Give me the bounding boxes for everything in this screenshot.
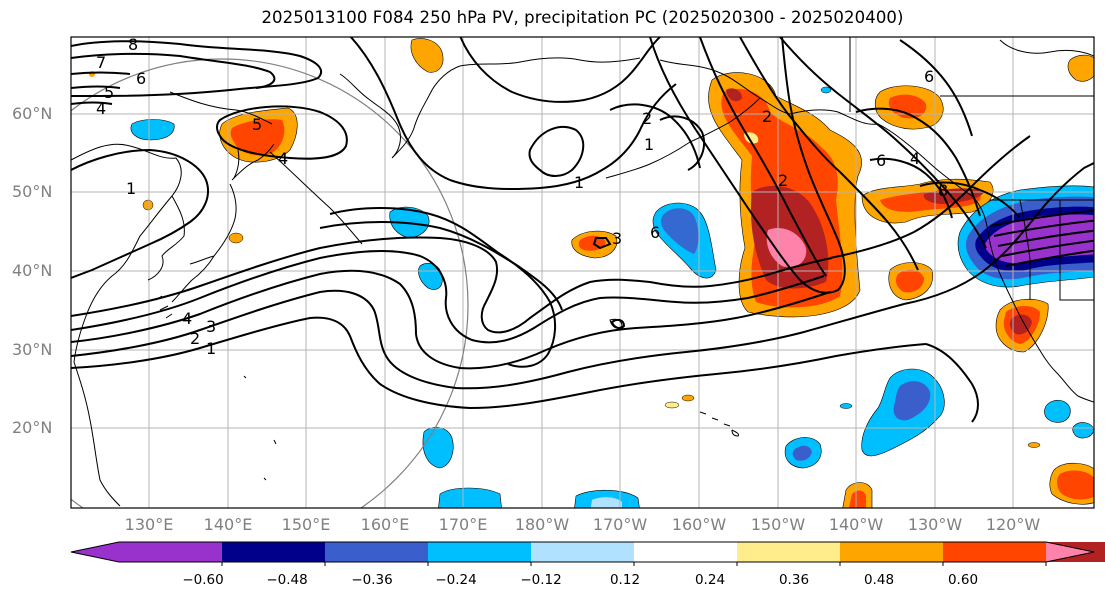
lat-label: 30°N (12, 340, 53, 359)
contour-label: 6 (876, 151, 886, 170)
map-title: 2025013100 F084 250 hPa PV, precipitatio… (261, 8, 904, 27)
colorbar-tick-label: −0.60 (182, 572, 224, 588)
colorbar-segment (1046, 542, 1094, 562)
lon-label: 130°W (907, 515, 963, 534)
contour-label: 3 (612, 229, 622, 248)
colorbar-tick-label: 0.60 (947, 572, 979, 588)
contour-label: 6 (650, 223, 660, 242)
lon-label: 120°W (985, 515, 1041, 534)
lon-label: 170°E (438, 515, 488, 534)
contour-label: 6 (136, 69, 146, 88)
colorbar-tick-label: −0.24 (435, 572, 477, 588)
lon-label: 160°E (360, 515, 410, 534)
colorbar (70, 541, 1105, 566)
pv-contours (71, 37, 1094, 423)
lon-label: 160°W (671, 515, 727, 534)
coastlines (71, 37, 1094, 507)
lon-label: 150°E (281, 515, 331, 534)
contour-label: 4 (278, 149, 288, 168)
contour-label: 2 (762, 107, 772, 126)
colorbar-tick-label: 0.48 (863, 572, 895, 588)
lon-label: 170°W (592, 515, 648, 534)
contour-label: 4 (182, 309, 192, 328)
contour-label: 6 (924, 67, 934, 86)
colorbar-segment (840, 542, 944, 562)
contour-label: 5 (252, 115, 262, 134)
colorbar-segment (428, 542, 532, 562)
colorbar-tick-label: 0.36 (778, 572, 810, 588)
contour-label: 2 (642, 109, 652, 128)
contour-label: 7 (96, 53, 106, 72)
colorbar-segment (531, 542, 635, 562)
map-frame (70, 36, 1095, 509)
colorbar-segment (71, 542, 222, 562)
lon-label: 150°W (750, 515, 806, 534)
colorbar-segment (943, 542, 1047, 562)
lat-label: 60°N (12, 104, 53, 123)
contour-labels: 8 7 6 5 4 5 4 1 1 2 3 4 3 2 1 1 2 6 2 6 … (96, 35, 948, 358)
colorbar-tick-label: 0.12 (609, 572, 641, 588)
contour-label: 1 (126, 179, 136, 198)
colorbar-segment (222, 542, 326, 562)
contour-label: 5 (104, 83, 114, 102)
contour-label: 4 (910, 149, 920, 168)
distance-circle (71, 58, 469, 508)
lon-label: 180°W (514, 515, 570, 534)
colorbar-segment (634, 542, 738, 562)
colorbar-tick-label: −0.36 (351, 572, 393, 588)
contour-label: 2 (778, 171, 788, 190)
graticule (71, 37, 1094, 508)
colorbar-tick-label: −0.12 (520, 572, 562, 588)
contour-label: 1 (206, 339, 216, 358)
lon-label: 140°E (203, 515, 253, 534)
colorbar-tick-label: 0.24 (694, 572, 726, 588)
lat-label: 50°N (12, 182, 53, 201)
contour-label: 2 (190, 329, 200, 348)
contour-label: 1 (644, 135, 654, 154)
colorbar-segment (737, 542, 841, 562)
colorbar-outline (70, 541, 1095, 563)
colorbar-tick-label: −0.48 (266, 572, 308, 588)
contour-label: 3 (206, 317, 216, 336)
lat-label: 20°N (12, 418, 53, 437)
contour-label: 4 (96, 99, 106, 118)
contour-label: 8 (128, 35, 138, 54)
lon-label: 130°E (124, 515, 174, 534)
lon-label: 140°W (828, 515, 884, 534)
colorbar-segment (325, 542, 429, 562)
contour-label: 8 (938, 181, 948, 200)
contour-label: 1 (574, 173, 584, 192)
lat-label: 40°N (12, 261, 53, 280)
